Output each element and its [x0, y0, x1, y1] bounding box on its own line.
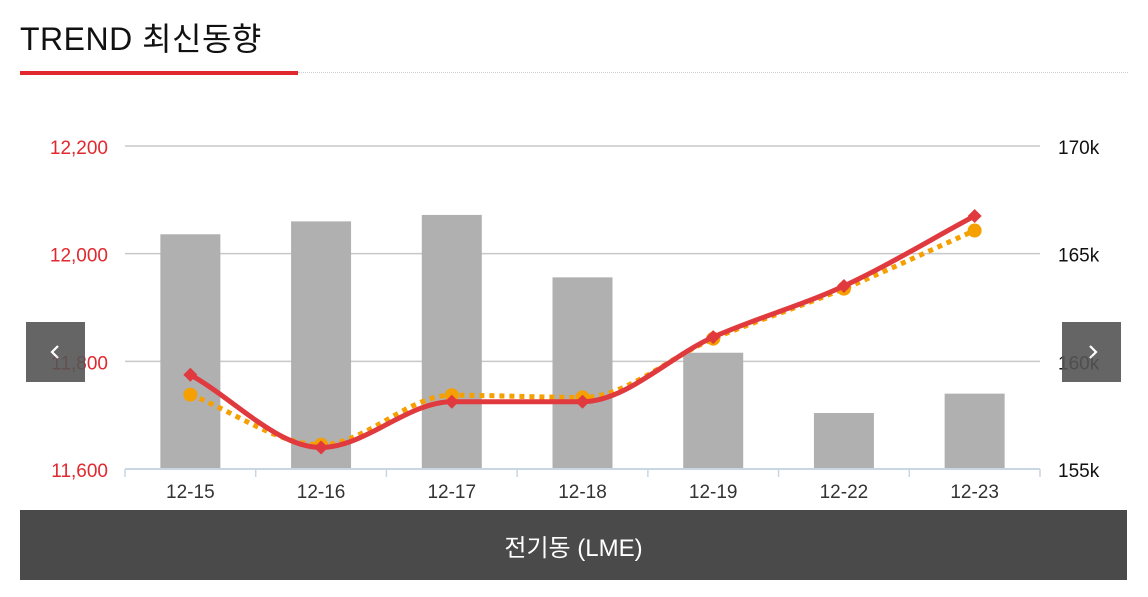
right-axis-tick-label: 165k: [1058, 246, 1100, 267]
series-point-diamond: [836, 278, 851, 293]
lines-layer: [183, 208, 982, 455]
chevron-left-icon: [49, 345, 59, 359]
x-axis-tick-label: 12-16: [297, 482, 346, 503]
page-title: TREND 최신동향: [20, 21, 262, 57]
bar: [944, 393, 1005, 469]
x-axis-tick-label: 12-22: [820, 482, 869, 503]
prev-button[interactable]: [26, 322, 85, 382]
left-axis-tick-label: 12,200: [50, 138, 108, 159]
axis-layer: [124, 468, 1041, 477]
x-axis-tick-label: 12-19: [689, 482, 738, 503]
series-point-diamond: [575, 394, 590, 409]
trend-chart: 12,200170k12,000165k11,800160k11,600155k…: [50, 138, 1100, 503]
title-underline: [20, 71, 298, 75]
x-axis-tick-label: 12-15: [166, 482, 215, 503]
title-divider: [298, 72, 1128, 73]
x-axis-tick-label: 12-23: [950, 482, 999, 503]
chevron-right-icon: [1088, 345, 1098, 359]
x-axis-tick-label: 12-18: [558, 482, 607, 503]
series-point-diamond: [967, 208, 982, 223]
left-axis-tick-label: 12,000: [50, 246, 108, 267]
bar: [291, 221, 352, 469]
bar: [160, 234, 221, 469]
series-point-diamond: [314, 440, 329, 455]
bar: [813, 413, 874, 469]
bar: [421, 214, 482, 469]
bars-layer: [160, 214, 1005, 469]
left-axis-tick-label: 11,600: [51, 461, 108, 482]
chart-caption: 전기동 (LME): [20, 510, 1127, 580]
series-point-diamond: [183, 367, 198, 382]
x-axis-tick-label: 12-17: [427, 482, 476, 503]
trend-header: TREND 최신동향: [20, 0, 1128, 76]
bar: [683, 352, 744, 469]
series-point-diamond: [706, 330, 721, 345]
series-point-circle: [967, 223, 982, 238]
series-point-diamond: [444, 394, 459, 409]
next-button[interactable]: [1062, 322, 1121, 382]
right-axis-tick-label: 155k: [1058, 461, 1100, 482]
bar: [552, 277, 613, 469]
series-point-circle: [183, 387, 198, 402]
right-axis-tick-label: 170k: [1058, 138, 1100, 159]
